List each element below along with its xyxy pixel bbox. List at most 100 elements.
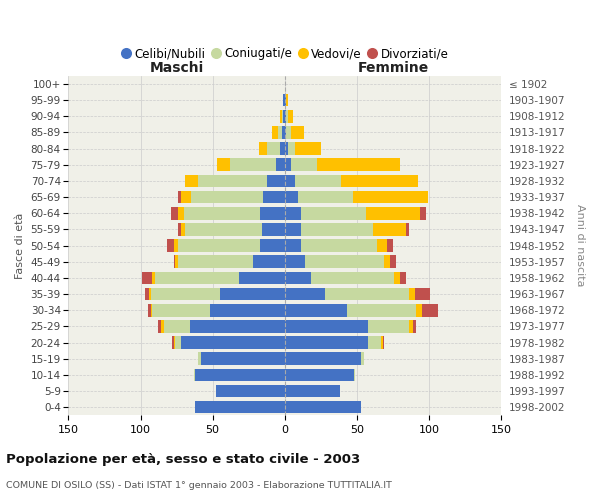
Bar: [161, 320, 164, 332]
Bar: [285, 336, 368, 349]
Bar: [341, 174, 418, 187]
Bar: [295, 142, 321, 155]
Bar: [421, 207, 426, 220]
Bar: [286, 110, 287, 122]
Bar: [422, 304, 438, 316]
Bar: [239, 272, 285, 284]
Bar: [301, 223, 373, 235]
Bar: [295, 174, 341, 187]
Bar: [317, 158, 400, 171]
Bar: [198, 352, 201, 365]
Bar: [230, 158, 276, 171]
Bar: [280, 110, 282, 122]
Bar: [282, 126, 285, 138]
Bar: [390, 256, 396, 268]
Bar: [164, 320, 190, 332]
Bar: [260, 207, 285, 220]
Bar: [285, 320, 368, 332]
Bar: [285, 94, 286, 106]
Bar: [287, 142, 295, 155]
Bar: [285, 126, 286, 138]
Bar: [286, 94, 287, 106]
Bar: [286, 126, 290, 138]
Bar: [190, 320, 285, 332]
Bar: [382, 336, 383, 349]
Bar: [416, 304, 422, 316]
Bar: [262, 223, 285, 235]
Bar: [152, 272, 155, 284]
Legend: Celibi/Nubili, Coniugati/e, Vedovi/e, Divorziati/e: Celibi/Nubili, Coniugati/e, Vedovi/e, Di…: [116, 42, 453, 65]
Bar: [301, 207, 365, 220]
Bar: [253, 256, 285, 268]
Bar: [285, 110, 286, 122]
Bar: [377, 240, 387, 252]
Bar: [285, 223, 301, 235]
Bar: [191, 191, 263, 203]
Bar: [217, 158, 230, 171]
Bar: [298, 191, 353, 203]
Bar: [285, 142, 287, 155]
Bar: [178, 240, 260, 252]
Bar: [400, 272, 406, 284]
Bar: [185, 174, 198, 187]
Bar: [383, 336, 385, 349]
Bar: [220, 288, 285, 300]
Bar: [285, 207, 301, 220]
Bar: [178, 256, 253, 268]
Y-axis label: Fasce di età: Fasce di età: [15, 212, 25, 279]
Bar: [285, 174, 295, 187]
Bar: [325, 288, 409, 300]
Bar: [151, 304, 152, 316]
Bar: [282, 110, 283, 122]
Bar: [409, 288, 415, 300]
Bar: [167, 240, 174, 252]
Bar: [285, 384, 340, 398]
Bar: [201, 352, 285, 365]
Bar: [354, 368, 355, 381]
Bar: [158, 320, 161, 332]
Bar: [259, 142, 268, 155]
Bar: [409, 320, 413, 332]
Bar: [406, 223, 409, 235]
Bar: [149, 288, 151, 300]
Text: Popolazione per età, sesso e stato civile - 2003: Popolazione per età, sesso e stato civil…: [6, 452, 360, 466]
Bar: [171, 207, 178, 220]
Bar: [278, 126, 282, 138]
Bar: [347, 304, 416, 316]
Text: Femmine: Femmine: [358, 61, 428, 75]
Bar: [175, 336, 181, 349]
Bar: [415, 288, 430, 300]
Bar: [268, 174, 285, 187]
Bar: [172, 336, 174, 349]
Bar: [285, 401, 361, 413]
Bar: [174, 240, 178, 252]
Bar: [152, 304, 210, 316]
Bar: [280, 142, 285, 155]
Bar: [368, 336, 382, 349]
Bar: [174, 336, 175, 349]
Bar: [285, 240, 301, 252]
Text: COMUNE DI OSILO (SS) - Dati ISTAT 1° gennaio 2003 - Elaborazione TUTTITALIA.IT: COMUNE DI OSILO (SS) - Dati ISTAT 1° gen…: [6, 480, 392, 490]
Bar: [368, 320, 409, 332]
Bar: [285, 368, 354, 381]
Bar: [142, 272, 152, 284]
Bar: [272, 126, 278, 138]
Bar: [290, 158, 317, 171]
Y-axis label: Anni di nascita: Anni di nascita: [575, 204, 585, 287]
Bar: [385, 256, 390, 268]
Text: Maschi: Maschi: [149, 61, 204, 75]
Bar: [178, 207, 184, 220]
Bar: [148, 304, 151, 316]
Bar: [353, 191, 428, 203]
Bar: [285, 288, 325, 300]
Bar: [181, 223, 185, 235]
Bar: [413, 320, 416, 332]
Bar: [198, 174, 268, 187]
Bar: [387, 240, 393, 252]
Bar: [365, 207, 421, 220]
Bar: [215, 384, 285, 398]
Bar: [287, 110, 293, 122]
Bar: [178, 191, 181, 203]
Bar: [361, 352, 364, 365]
Bar: [285, 304, 347, 316]
